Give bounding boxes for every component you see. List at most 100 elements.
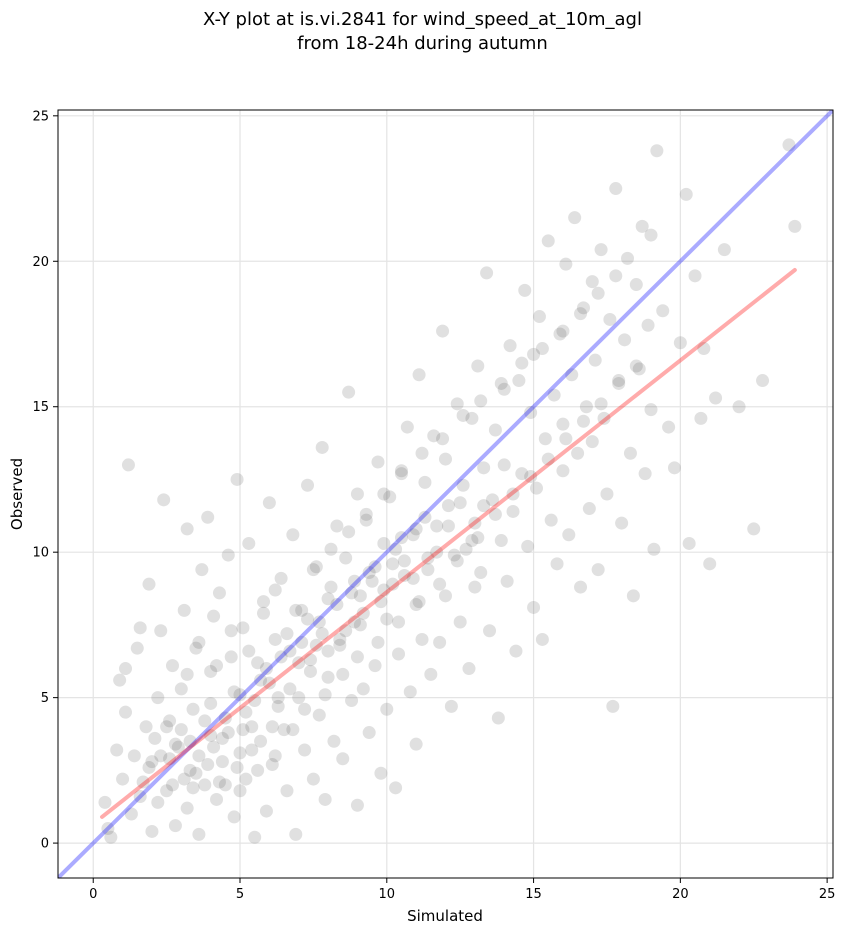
data-point-1 (101, 822, 115, 836)
y-tick-label-4: 20 (32, 255, 49, 270)
data-point-145 (491, 711, 505, 725)
data-point-335 (591, 286, 605, 300)
data-point-133 (459, 542, 473, 556)
data-point-244 (347, 574, 361, 588)
data-point-39 (204, 664, 218, 678)
data-point-63 (268, 632, 282, 646)
data-point-11 (130, 641, 144, 655)
data-point-8 (121, 458, 135, 472)
data-point-182 (588, 353, 602, 367)
data-point-84 (327, 734, 341, 748)
data-point-175 (571, 446, 585, 460)
data-point-101 (374, 766, 388, 780)
data-point-42 (212, 586, 226, 600)
data-point-304 (506, 487, 520, 501)
data-point-150 (503, 339, 517, 353)
data-point-43 (215, 755, 229, 769)
data-point-214 (703, 557, 717, 571)
data-point-86 (333, 638, 347, 652)
data-point-151 (506, 504, 520, 518)
data-point-80 (315, 440, 329, 454)
data-point-221 (788, 219, 802, 233)
data-point-157 (524, 406, 538, 420)
data-point-295 (336, 667, 350, 681)
data-point-47 (227, 810, 241, 824)
data-point-112 (403, 685, 417, 699)
data-point-34 (192, 827, 206, 841)
grid-lines (58, 110, 833, 878)
data-point-48 (230, 472, 244, 486)
data-point-70 (289, 827, 303, 841)
data-point-164 (541, 234, 555, 248)
y-tick-label-3: 15 (32, 400, 49, 415)
data-point-220 (782, 138, 796, 152)
data-point-250 (409, 522, 423, 536)
data-point-130 (450, 397, 464, 411)
data-point-325 (394, 467, 408, 481)
data-point-87 (336, 752, 350, 766)
data-point-94 (353, 589, 367, 603)
data-point-28 (177, 603, 191, 617)
data-point-139 (474, 566, 488, 580)
data-points (98, 138, 802, 844)
data-point-243 (339, 624, 353, 638)
data-point-194 (623, 446, 637, 460)
data-point-329 (474, 394, 488, 408)
data-point-234 (254, 673, 268, 687)
data-point-333 (556, 324, 570, 338)
data-point-167 (550, 557, 564, 571)
data-point-51 (236, 621, 250, 635)
data-point-316 (242, 644, 256, 658)
y-axis-label: Observed (8, 458, 26, 530)
data-point-257 (215, 731, 229, 745)
data-point-332 (535, 342, 549, 356)
data-point-53 (242, 536, 256, 550)
data-point-153 (512, 374, 526, 388)
data-point-268 (333, 632, 347, 646)
chart-subtitle: from 18-24h during autumn (297, 33, 548, 54)
data-point-140 (477, 461, 491, 475)
data-point-315 (224, 624, 238, 638)
data-point-35 (195, 563, 209, 577)
data-point-184 (594, 243, 608, 257)
data-point-277 (430, 545, 444, 559)
data-point-205 (656, 304, 670, 318)
reference-line-0 (58, 110, 833, 878)
data-point-336 (609, 269, 623, 283)
data-point-200 (641, 318, 655, 332)
data-point-50 (233, 688, 247, 702)
data-point-144 (488, 423, 502, 437)
data-point-147 (497, 382, 511, 396)
data-point-172 (562, 528, 576, 542)
y-tick-label-0: 0 (41, 837, 49, 852)
plot-frame (57, 109, 834, 879)
data-point-131 (453, 615, 467, 629)
data-point-297 (371, 635, 385, 649)
data-point-3 (110, 743, 124, 757)
y-tick-label-2: 10 (32, 546, 49, 561)
data-point-203 (647, 542, 661, 556)
data-point-124 (436, 324, 450, 338)
data-point-76 (306, 772, 320, 786)
data-point-64 (271, 699, 285, 713)
data-point-15 (142, 577, 156, 591)
data-point-326 (415, 446, 429, 460)
data-point-90 (345, 694, 359, 708)
data-point-4 (113, 673, 127, 687)
data-point-226 (189, 766, 203, 780)
data-point-216 (717, 243, 731, 257)
data-point-207 (667, 461, 681, 475)
data-point-122 (430, 519, 444, 533)
data-point-301 (450, 554, 464, 568)
data-point-233 (245, 743, 259, 757)
data-point-16 (145, 824, 159, 838)
data-point-197 (632, 362, 646, 376)
data-point-206 (662, 420, 676, 434)
data-point-288 (218, 778, 232, 792)
data-point-185 (597, 411, 611, 425)
data-point-281 (477, 499, 491, 513)
data-point-13 (136, 775, 150, 789)
data-point-258 (227, 685, 241, 699)
data-point-183 (591, 563, 605, 577)
data-point-320 (306, 563, 320, 577)
